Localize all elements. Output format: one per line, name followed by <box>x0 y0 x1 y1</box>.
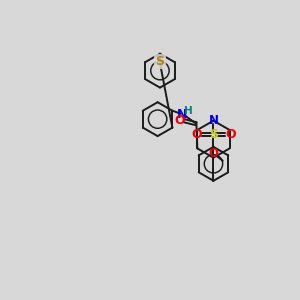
Text: S: S <box>155 55 164 68</box>
Text: O: O <box>225 128 236 141</box>
Text: S: S <box>209 128 218 141</box>
Text: O: O <box>191 128 202 141</box>
Text: O: O <box>174 114 185 127</box>
Text: N: N <box>177 108 188 121</box>
Text: H: H <box>184 106 192 116</box>
Text: N: N <box>208 114 218 127</box>
Text: O: O <box>208 147 218 160</box>
